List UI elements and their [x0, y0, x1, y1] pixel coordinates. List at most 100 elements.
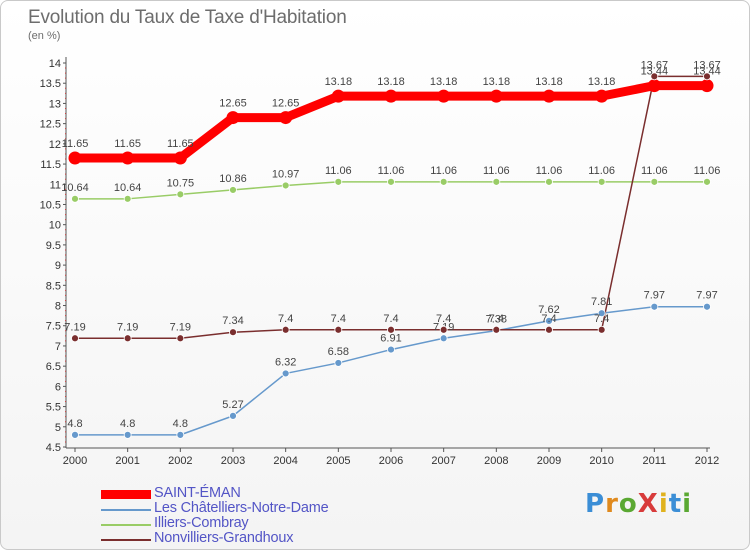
data-point	[281, 325, 290, 334]
chart-subtitle: (en %)	[28, 30, 61, 42]
data-point	[71, 430, 79, 439]
data-label: 12.65	[219, 98, 247, 110]
data-point	[597, 325, 606, 334]
data-label: 13.67	[693, 59, 721, 71]
data-point	[492, 177, 501, 186]
data-point	[226, 111, 240, 125]
data-point	[176, 430, 185, 439]
data-label: 7.81	[591, 296, 612, 308]
legend-label: Nonvilliers-Grandhoux	[154, 530, 294, 546]
data-label: 10.64	[114, 182, 142, 194]
y-tick-label: 7	[55, 341, 61, 353]
data-point	[176, 334, 185, 343]
data-label: 11.65	[167, 138, 194, 150]
y-tick-label: 13.5	[40, 78, 61, 90]
data-point	[387, 345, 395, 354]
data-label: 11.06	[641, 165, 668, 177]
y-tick-label: 4.5	[46, 442, 61, 454]
data-label: 5.27	[222, 399, 243, 411]
y-tick-label: 13	[49, 98, 61, 110]
legend-swatch	[101, 539, 151, 541]
data-label: 12.65	[272, 98, 300, 110]
y-tick-label: 10.5	[40, 199, 61, 211]
data-point	[597, 309, 606, 318]
data-label: 13.18	[325, 76, 353, 88]
data-label: 13.18	[535, 76, 563, 88]
data-point	[229, 328, 237, 337]
x-tick-label: 2010	[589, 455, 613, 467]
proxiti-logo: ProXiti	[585, 489, 692, 519]
x-tick-label: 2004	[273, 455, 297, 467]
data-label: 11.06	[430, 165, 457, 177]
y-tick-label: 7.5	[46, 321, 61, 333]
data-label: 6.32	[275, 356, 296, 368]
x-tick-label: 2005	[326, 455, 350, 467]
legend-swatch	[101, 509, 151, 511]
data-label: 7.4	[541, 313, 556, 325]
data-label: 7.4	[436, 313, 451, 325]
data-label: 4.8	[67, 418, 82, 430]
data-point	[545, 325, 553, 334]
legend-swatch	[101, 524, 151, 526]
data-label: 7.19	[117, 321, 138, 333]
data-point	[68, 151, 82, 165]
data-label: 11.06	[588, 165, 615, 177]
x-tick-label: 2001	[115, 455, 139, 467]
data-label: 7.4	[489, 313, 504, 325]
data-label: 13.18	[588, 76, 616, 88]
legend-item: Les Châtelliers-Notre-Dame	[101, 500, 461, 517]
y-tick-label: 12.5	[40, 119, 61, 131]
data-point	[176, 190, 185, 199]
data-point	[173, 151, 187, 165]
data-point	[229, 411, 237, 420]
logo-letter: r	[605, 489, 619, 519]
x-tick-label: 2002	[168, 455, 192, 467]
y-tick-label: 8.5	[46, 280, 61, 292]
data-point	[703, 72, 711, 81]
data-label: 11.06	[378, 165, 405, 177]
data-label: 7.19	[64, 321, 85, 333]
y-tick-label: 11.5	[40, 159, 61, 171]
data-label: 7.38	[486, 314, 507, 326]
data-point	[647, 79, 661, 93]
data-label: 4.8	[173, 418, 188, 430]
data-point	[542, 89, 556, 103]
data-point	[597, 177, 606, 186]
data-point	[595, 89, 609, 103]
data-label: 7.62	[538, 304, 559, 316]
data-point	[387, 177, 395, 186]
logo-letter: i	[682, 489, 693, 519]
data-point	[123, 430, 132, 439]
data-label: 7.97	[696, 290, 717, 302]
y-tick-label: 5	[55, 422, 61, 434]
data-label: 7.4	[594, 313, 609, 325]
chart-legend: SAINT-ÉMAN Les Châtelliers-Notre-Dame Il…	[101, 485, 461, 547]
x-tick-label: 2008	[484, 455, 508, 467]
data-point	[387, 325, 395, 334]
y-tick-label: 9	[55, 260, 61, 272]
data-point	[229, 186, 237, 194]
data-label: 13.18	[483, 76, 511, 88]
x-tick-label: 2007	[431, 455, 455, 467]
data-label: 11.06	[694, 165, 721, 177]
data-label: 11.65	[62, 138, 89, 150]
data-point	[545, 316, 553, 325]
data-point	[703, 302, 711, 311]
data-label: 7.97	[644, 290, 665, 302]
y-tick-label: 5.5	[46, 402, 61, 414]
y-tick-label: 10	[49, 220, 61, 232]
legend-label: SAINT-ÉMAN	[154, 485, 241, 501]
data-label: 11.65	[114, 138, 141, 150]
data-label: 10.64	[61, 182, 89, 194]
y-tick-label: 9.5	[46, 240, 61, 252]
data-label: 10.97	[272, 168, 300, 180]
data-point	[334, 359, 343, 367]
y-tick-label: 6	[55, 381, 61, 393]
legend-swatch	[101, 490, 151, 499]
data-point	[71, 194, 79, 203]
data-label: 7.4	[331, 313, 346, 325]
data-point	[492, 325, 501, 334]
data-point	[489, 89, 503, 103]
